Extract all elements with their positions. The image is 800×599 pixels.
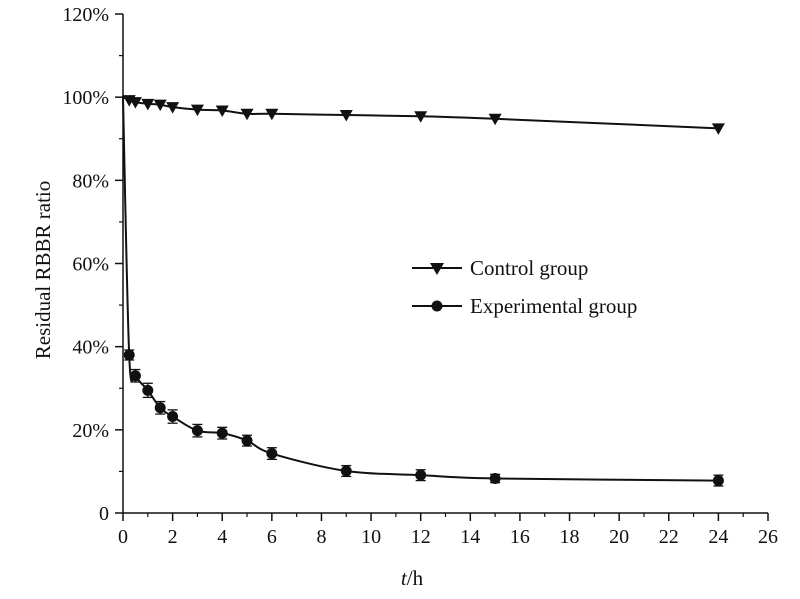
- y-tick-label: 0: [99, 503, 109, 525]
- data-point-experimental: [266, 448, 278, 460]
- legend-marker-experimental: [431, 300, 443, 312]
- series-layer: [122, 95, 725, 487]
- legend-item-control: Control group: [412, 256, 588, 280]
- data-point-experimental: [415, 469, 427, 481]
- data-point-experimental: [129, 370, 141, 382]
- y-ticks: 0 20% 40% 60% 80% 100% 120%: [62, 4, 123, 525]
- data-point-control: [128, 97, 142, 109]
- x-axis-label: t/h: [401, 566, 424, 590]
- y-tick-label: 120%: [62, 4, 109, 26]
- axes-layer: [122, 14, 768, 514]
- data-point-experimental: [154, 402, 166, 414]
- data-point-experimental: [142, 384, 154, 396]
- data-point-control: [190, 104, 204, 117]
- data-point-control: [339, 110, 353, 122]
- data-point-control: [711, 123, 725, 135]
- x-tick-label: 26: [758, 526, 778, 548]
- legend-marker-control: [430, 263, 444, 275]
- x-axis-label-variable: t: [401, 566, 408, 590]
- x-tick-label: 12: [411, 526, 431, 548]
- data-point-experimental: [489, 472, 501, 484]
- data-point-experimental: [340, 465, 352, 477]
- data-point-control: [265, 108, 279, 121]
- x-tick-label: 8: [316, 526, 326, 548]
- data-point-experimental: [712, 475, 724, 487]
- y-tick-label: 80%: [72, 170, 109, 192]
- data-point-experimental: [216, 427, 228, 439]
- x-ticks: 0 2 4 6 8 10 12 14 16 18 20 22 24 26: [118, 513, 778, 548]
- data-point-control: [488, 113, 502, 126]
- y-tick-label: 20%: [72, 420, 109, 442]
- data-point-control: [414, 111, 428, 123]
- x-tick-label: 16: [510, 526, 530, 548]
- y-tick-label: 100%: [62, 87, 109, 109]
- legend-item-experimental: Experimental group: [412, 294, 637, 318]
- data-point-control: [240, 108, 254, 121]
- legend-label-experimental: Experimental group: [470, 294, 637, 318]
- data-point-experimental: [167, 411, 179, 423]
- data-point-control: [166, 102, 180, 114]
- x-tick-label: 6: [267, 526, 277, 548]
- data-point-experimental: [241, 435, 253, 447]
- series-line-experimental: [122, 97, 719, 482]
- x-tick-label: 4: [217, 526, 227, 548]
- x-tick-label: 20: [609, 526, 629, 548]
- data-point-experimental: [191, 425, 203, 437]
- x-axis-label-unit: /h: [407, 566, 424, 590]
- x-tick-label: 2: [168, 526, 178, 548]
- x-tick-label: 0: [118, 526, 128, 548]
- x-tick-label: 14: [460, 526, 480, 548]
- data-point-control: [141, 98, 155, 111]
- data-point-control: [215, 105, 229, 117]
- legend-label-control: Control group: [470, 256, 588, 280]
- legend: Control group Experimental group: [412, 256, 637, 318]
- y-tick-label: 40%: [72, 337, 109, 359]
- x-tick-label: 24: [708, 526, 728, 548]
- data-point-experimental: [123, 349, 135, 361]
- data-point-control: [153, 99, 167, 112]
- y-tick-label: 60%: [72, 254, 109, 276]
- x-tick-label: 18: [560, 526, 580, 548]
- x-tick-label: 22: [659, 526, 679, 548]
- x-tick-label: 10: [361, 526, 381, 548]
- y-axis-label: Residual RBBR ratio: [31, 181, 55, 360]
